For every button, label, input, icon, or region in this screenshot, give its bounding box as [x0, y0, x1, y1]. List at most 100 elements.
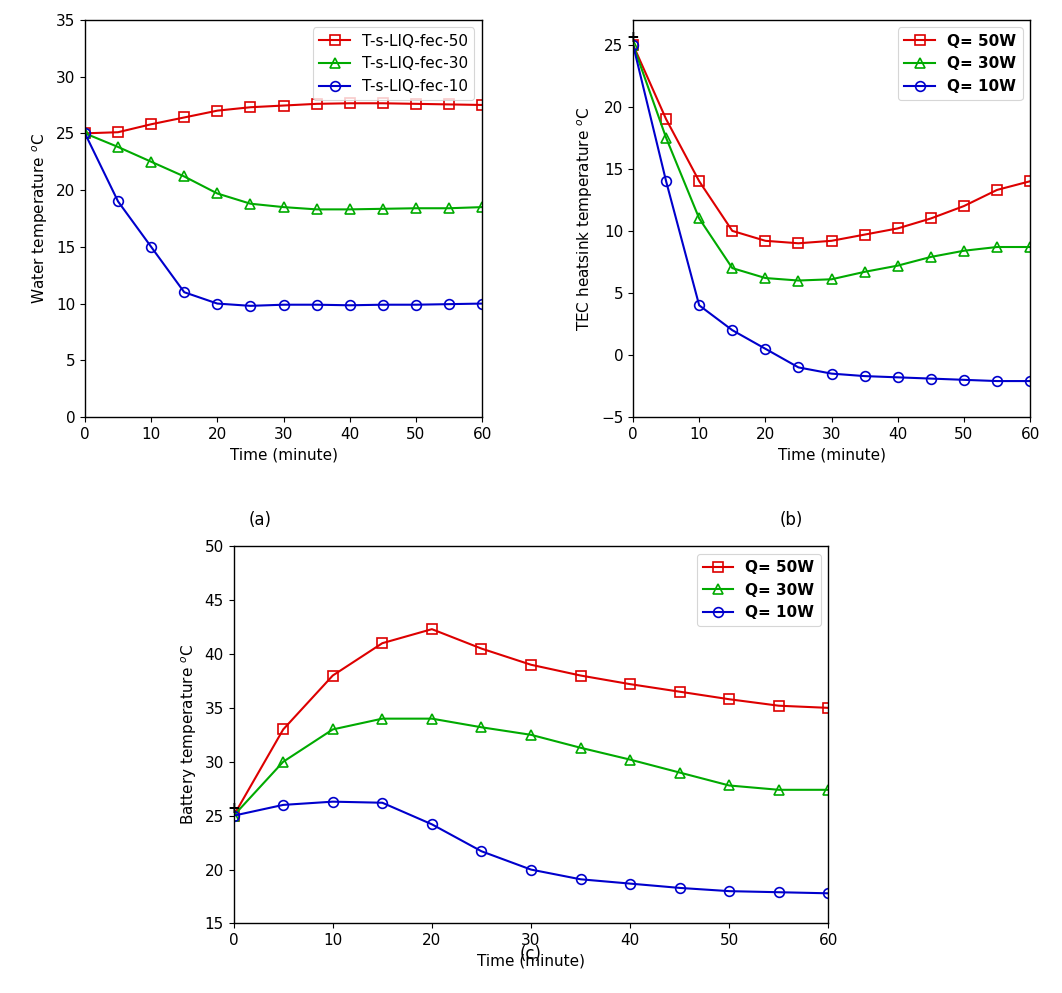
- T-s-LIQ-fec-50: [277, 99, 290, 111]
- Q= 50W: [726, 225, 739, 237]
- Q= 50W: [825, 235, 838, 247]
- T-s-LIQ-fec-10: [79, 127, 91, 139]
- Q= 50W: [525, 658, 537, 670]
- Q= 10W: [825, 367, 838, 379]
- Q= 30W: [623, 754, 636, 766]
- Q= 30W: [759, 272, 772, 284]
- Q= 10W: [925, 372, 938, 384]
- Q= 30W: [772, 783, 785, 795]
- Q= 10W: [958, 374, 971, 386]
- T-s-LIQ-fec-50: [79, 127, 91, 139]
- Q= 10W: [673, 882, 686, 894]
- Q= 50W: [822, 702, 835, 714]
- Q= 30W: [958, 245, 971, 257]
- T-s-LIQ-fec-30: [310, 204, 323, 215]
- Q= 30W: [925, 251, 938, 263]
- Q= 50W: [1024, 176, 1037, 188]
- T-s-LIQ-fec-50: [112, 126, 124, 138]
- T-s-LIQ-fec-30: [443, 203, 456, 214]
- Text: +: +: [227, 800, 240, 815]
- T-s-LIQ-fec-30: [410, 203, 423, 214]
- T-s-LIQ-fec-30: [376, 203, 389, 214]
- Q= 30W: [858, 266, 871, 278]
- Q= 10W: [627, 39, 639, 51]
- T-s-LIQ-fec-30: [244, 198, 257, 210]
- Q= 30W: [825, 273, 838, 285]
- T-s-LIQ-fec-10: [211, 298, 224, 310]
- T-s-LIQ-fec-30: [476, 202, 489, 213]
- Q= 10W: [772, 887, 785, 899]
- Text: (c): (c): [520, 945, 542, 963]
- Q= 30W: [525, 729, 537, 741]
- T-s-LIQ-fec-30: [177, 171, 190, 183]
- X-axis label: Time (minute): Time (minute): [777, 447, 886, 463]
- T-s-LIQ-fec-30: [112, 141, 124, 153]
- T-s-LIQ-fec-10: [476, 298, 489, 310]
- Q= 10W: [891, 371, 904, 383]
- T-s-LIQ-fec-10: [144, 241, 157, 253]
- T-s-LIQ-fec-50: [410, 98, 423, 110]
- Q= 30W: [227, 809, 240, 821]
- Legend: Q= 50W, Q= 30W, Q= 10W: Q= 50W, Q= 30W, Q= 10W: [898, 28, 1023, 100]
- Line: T-s-LIQ-fec-10: T-s-LIQ-fec-10: [80, 128, 487, 311]
- Q= 10W: [759, 343, 772, 355]
- Q= 50W: [692, 176, 705, 188]
- Q= 30W: [627, 39, 639, 51]
- T-s-LIQ-fec-50: [244, 101, 257, 113]
- Line: Q= 10W: Q= 10W: [628, 40, 1035, 386]
- Q= 10W: [792, 361, 805, 373]
- T-s-LIQ-fec-50: [443, 98, 456, 110]
- Q= 30W: [575, 742, 587, 754]
- Q= 50W: [326, 669, 339, 681]
- Q= 50W: [227, 809, 240, 821]
- Text: (a): (a): [249, 511, 272, 529]
- Q= 30W: [673, 767, 686, 779]
- Q= 50W: [623, 678, 636, 690]
- T-s-LIQ-fec-10: [410, 299, 423, 311]
- T-s-LIQ-fec-50: [376, 97, 389, 109]
- Y-axis label: Battery temperature $^{o}$C: Battery temperature $^{o}$C: [179, 644, 199, 825]
- T-s-LIQ-fec-50: [144, 118, 157, 130]
- Q= 10W: [858, 370, 871, 382]
- Line: Q= 50W: Q= 50W: [228, 625, 834, 820]
- Q= 10W: [822, 888, 835, 900]
- Q= 30W: [822, 783, 835, 795]
- Q= 10W: [692, 300, 705, 312]
- Q= 50W: [376, 638, 389, 649]
- Q= 10W: [623, 878, 636, 890]
- Q= 10W: [227, 809, 240, 821]
- Q= 50W: [891, 222, 904, 234]
- T-s-LIQ-fec-10: [310, 299, 323, 311]
- Q= 50W: [426, 624, 439, 636]
- Line: Q= 30W: Q= 30W: [628, 40, 1035, 285]
- Y-axis label: Water temperature $^{o}$C: Water temperature $^{o}$C: [31, 133, 50, 304]
- Q= 50W: [627, 39, 639, 51]
- Line: Q= 10W: Q= 10W: [228, 796, 834, 898]
- Q= 30W: [1024, 241, 1037, 253]
- Q= 10W: [326, 795, 339, 807]
- T-s-LIQ-fec-50: [211, 104, 224, 116]
- Q= 50W: [575, 669, 587, 681]
- Line: Q= 30W: Q= 30W: [228, 714, 834, 820]
- T-s-LIQ-fec-10: [443, 298, 456, 310]
- Q= 50W: [277, 724, 290, 736]
- T-s-LIQ-fec-30: [144, 156, 157, 168]
- Q= 30W: [792, 275, 805, 287]
- Q= 10W: [277, 799, 290, 811]
- Q= 30W: [326, 724, 339, 736]
- Q= 10W: [991, 375, 1004, 387]
- Q= 50W: [792, 237, 805, 249]
- Line: Q= 50W: Q= 50W: [628, 40, 1035, 248]
- Q= 30W: [991, 241, 1004, 253]
- T-s-LIQ-fec-10: [177, 286, 190, 298]
- T-s-LIQ-fec-30: [79, 127, 91, 139]
- Q= 10W: [660, 176, 672, 188]
- Q= 30W: [475, 721, 487, 733]
- Q= 50W: [958, 201, 971, 213]
- T-s-LIQ-fec-10: [112, 196, 124, 208]
- Q= 30W: [692, 213, 705, 224]
- Q= 50W: [673, 686, 686, 698]
- T-s-LIQ-fec-50: [177, 111, 190, 123]
- X-axis label: Time (minute): Time (minute): [477, 953, 585, 969]
- Q= 10W: [726, 324, 739, 336]
